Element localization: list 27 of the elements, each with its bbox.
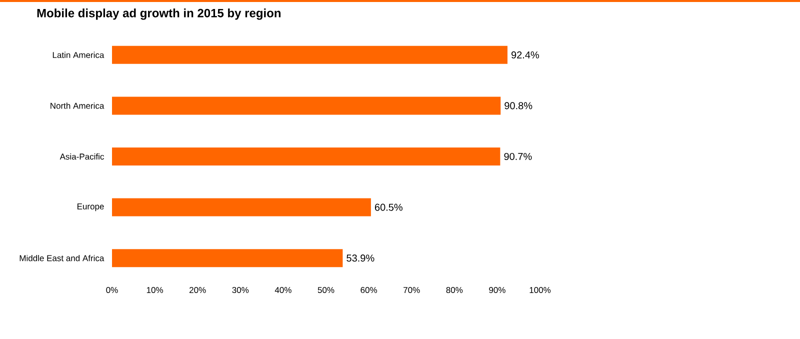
- x-tick-label: 60%: [360, 287, 378, 294]
- x-tick-label: 40%: [274, 287, 292, 294]
- x-tick-label: 10%: [146, 287, 164, 294]
- x-tick-label: 70%: [404, 287, 420, 294]
- data-label: 90.8%: [504, 102, 532, 110]
- bar: [112, 198, 371, 216]
- bar: [112, 147, 500, 166]
- chart-title: Mobile display ad growth in 2015 by region: [37, 8, 281, 20]
- y-tick-label: Middle East and Africa: [20, 254, 104, 262]
- y-tick-label: Latin America: [52, 52, 104, 58]
- x-tick-label: 0%: [106, 287, 118, 294]
- x-tick-label: 30%: [232, 287, 249, 294]
- x-tick-label: 50%: [318, 287, 334, 294]
- data-label: 60.5%: [374, 204, 402, 211]
- x-tick-label: 80%: [446, 287, 463, 294]
- y-tick-label: North America: [50, 102, 104, 109]
- bar: [112, 96, 501, 115]
- bar: [112, 249, 343, 268]
- data-label: 90.7%: [504, 152, 532, 160]
- y-tick-label: Europe: [77, 203, 104, 212]
- x-tick-label: 100%: [530, 287, 551, 294]
- y-tick-label: Asia-Pacific: [60, 153, 104, 160]
- bar: [112, 46, 508, 64]
- x-tick-label: 20%: [190, 287, 206, 294]
- x-tick-label: 90%: [489, 287, 506, 294]
- data-label: 53.9%: [346, 254, 374, 262]
- data-label: 92.4%: [511, 51, 540, 58]
